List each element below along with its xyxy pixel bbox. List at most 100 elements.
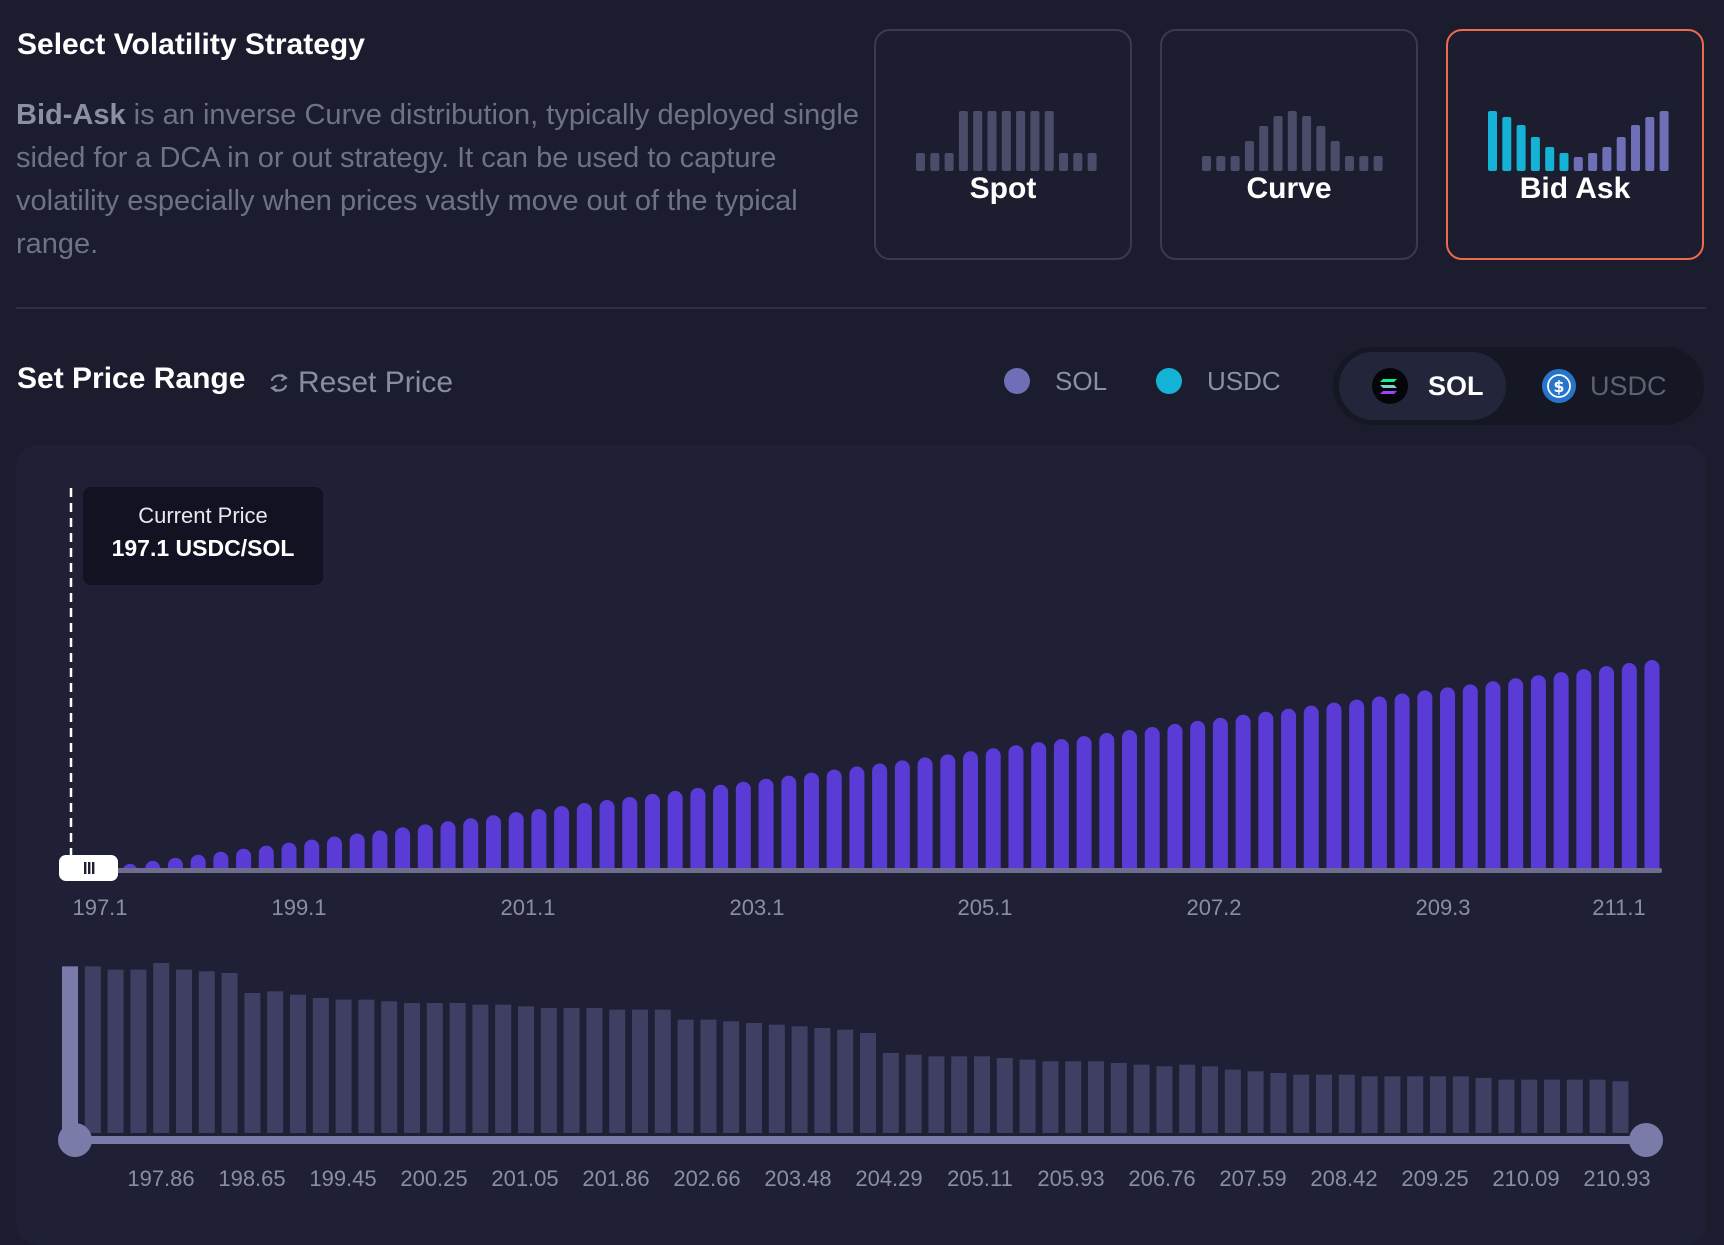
strategy-option-label: Curve xyxy=(1246,172,1332,205)
reset-price-button[interactable]: Reset Price xyxy=(268,366,453,400)
price-tick-label: 211.1 xyxy=(1592,895,1645,920)
price-tick-label: 207.2 xyxy=(1186,895,1241,920)
price-tick-label: 199.1 xyxy=(271,895,326,920)
liquidity-bar xyxy=(1589,1079,1606,1133)
range-tick-label: 200.25 xyxy=(400,1166,467,1191)
sol-bar xyxy=(758,778,774,870)
liquidity-bar xyxy=(882,1053,899,1133)
toggle-option-sol[interactable]: SOL xyxy=(1339,352,1506,420)
liquidity-bar xyxy=(586,1008,603,1133)
sol-bar xyxy=(417,824,433,870)
price-axis-line xyxy=(100,868,1662,873)
sol-bar xyxy=(213,851,229,870)
icon-bar xyxy=(1287,111,1297,171)
sol-bar xyxy=(1144,726,1160,870)
sol-bar xyxy=(258,845,274,870)
icon-bar xyxy=(1001,111,1011,171)
liquidity-bar xyxy=(130,969,147,1133)
liquidity-bar xyxy=(381,1001,398,1133)
icon-bar xyxy=(1530,137,1540,171)
toggle-option-usdc[interactable]: $ USDC xyxy=(1533,352,1693,420)
price-tick-label: 205.1 xyxy=(957,895,1012,920)
sol-bar xyxy=(667,790,683,870)
liquidity-bar xyxy=(746,1023,762,1133)
sol-bar xyxy=(463,818,479,870)
icon-bar xyxy=(1244,141,1254,171)
liquidity-bar xyxy=(221,973,238,1133)
strategy-option-spot[interactable]: Spot xyxy=(874,29,1132,260)
strategy-option-bid-ask[interactable]: Bid Ask xyxy=(1446,29,1704,260)
sol-bar xyxy=(735,781,751,870)
liquidity-bar xyxy=(1475,1078,1492,1133)
sol-bar xyxy=(917,757,933,870)
liquidity-bar xyxy=(951,1056,968,1133)
liquidity-bar xyxy=(1224,1069,1241,1133)
sol-bar xyxy=(1008,745,1024,870)
sol-bar xyxy=(1576,669,1592,870)
liquidity-bar xyxy=(1521,1079,1538,1133)
price-range-title: Set Price Range xyxy=(17,362,246,395)
liquidity-bar xyxy=(1202,1066,1218,1133)
icon-bar xyxy=(1016,111,1026,171)
liquidity-bar xyxy=(267,991,284,1133)
range-tick-label: 204.29 xyxy=(855,1166,922,1191)
sol-bar xyxy=(1371,696,1387,870)
liquidity-bar xyxy=(905,1054,922,1133)
sol-bar xyxy=(1440,687,1456,870)
sol-bar xyxy=(440,821,456,870)
liquidity-bar xyxy=(84,966,101,1133)
liquidity-bar xyxy=(974,1056,990,1133)
range-start-handle[interactable] xyxy=(58,1123,92,1157)
price-tick-label: 209.3 xyxy=(1415,895,1470,920)
sol-bar xyxy=(803,772,819,870)
icon-bar xyxy=(1059,153,1068,171)
liquidity-bar xyxy=(1156,1066,1173,1133)
range-tick-label: 210.09 xyxy=(1492,1166,1559,1191)
strategy-description-text: is an inverse Curve distribution, typica… xyxy=(16,99,860,260)
sol-bar xyxy=(1349,699,1365,870)
liquidity-bar xyxy=(358,999,375,1133)
liquidity-bar xyxy=(1498,1079,1515,1133)
legend-sol-label: SOL xyxy=(1055,366,1108,396)
range-end-handle[interactable] xyxy=(1629,1123,1663,1157)
liquidity-bar xyxy=(1270,1073,1287,1133)
sol-bar xyxy=(1167,723,1183,870)
liquidity-bar xyxy=(609,1009,626,1133)
liquidity-bar xyxy=(677,1019,694,1133)
icon-bar xyxy=(1345,156,1354,171)
sol-bar xyxy=(1644,660,1660,870)
icon-bar xyxy=(1516,125,1526,171)
liquidity-bar xyxy=(1019,1059,1036,1133)
strategy-option-curve[interactable]: Curve xyxy=(1160,29,1418,260)
sol-bar xyxy=(554,806,570,870)
liquidity-bar xyxy=(1133,1064,1150,1133)
sol-bar xyxy=(304,839,320,870)
strategy-option-label: Bid Ask xyxy=(1519,172,1631,205)
current-price-label: Current Price xyxy=(138,503,268,528)
curve-distribution-icon xyxy=(1202,111,1383,171)
range-min-handle[interactable] xyxy=(59,855,118,881)
liquidity-bar xyxy=(176,969,192,1133)
current-price-tooltip: Current Price 197.1 USDC/SOL xyxy=(83,487,323,585)
reset-price-label: Reset Price xyxy=(298,366,454,399)
liquidity-bar xyxy=(312,998,329,1133)
range-tick-label: 209.25 xyxy=(1401,1166,1468,1191)
bid-ask-distribution-icon xyxy=(1488,111,1669,171)
icon-bar xyxy=(958,111,968,171)
sol-bar xyxy=(1326,702,1342,870)
sol-bar xyxy=(1462,684,1478,870)
icon-bar xyxy=(1659,111,1669,171)
icon-bar xyxy=(1502,117,1512,171)
liquidity-bar xyxy=(1361,1076,1378,1133)
icon-bar xyxy=(1373,156,1383,171)
range-tick-label: 201.05 xyxy=(491,1166,558,1191)
sol-bar xyxy=(145,860,161,870)
liquidity-bar xyxy=(540,1008,557,1133)
icon-bar xyxy=(1631,125,1640,171)
sol-bar xyxy=(395,827,411,870)
sol-bar xyxy=(1599,666,1615,870)
range-selector-track[interactable] xyxy=(75,1136,1645,1144)
liquidity-bar xyxy=(791,1026,808,1133)
liquidity-bar xyxy=(1042,1061,1059,1133)
liquidity-bar xyxy=(1407,1076,1424,1133)
